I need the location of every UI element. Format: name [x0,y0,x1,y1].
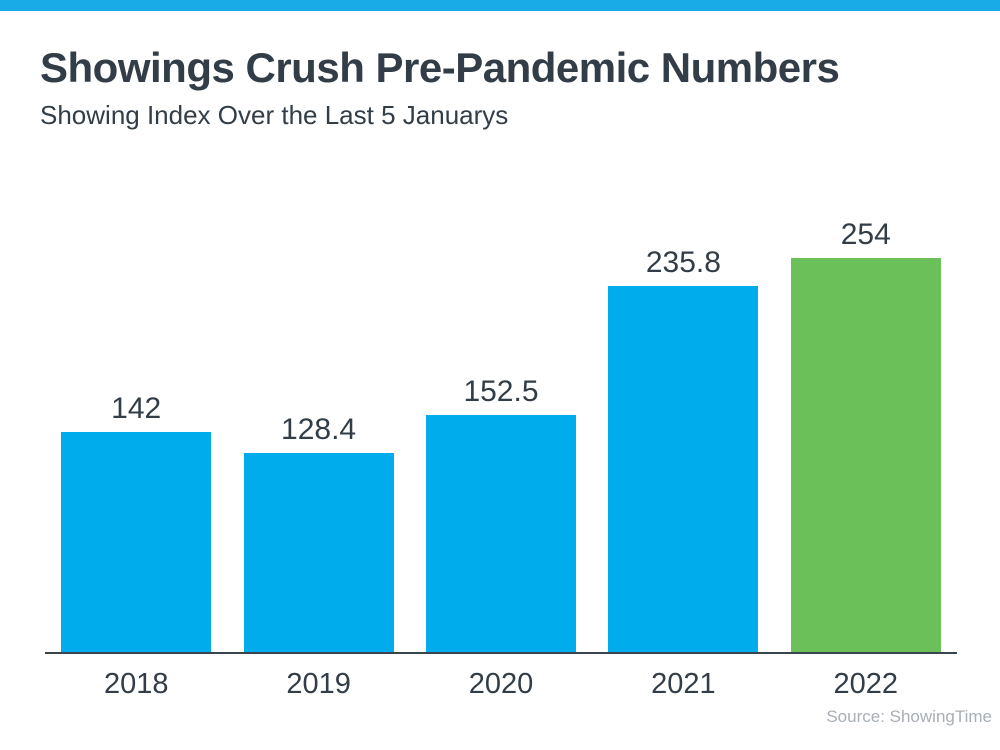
plot-area: 142 128.4 152.5 235.8 254 [45,218,957,654]
bar-value-label-2019: 128.4 [281,413,357,446]
x-tick-label-2021: 2021 [651,668,716,700]
source-credit: Source: ShowingTime [826,707,992,726]
bar-2022 [790,258,941,652]
bar-value-label-2022: 254 [840,218,891,251]
x-tick-label-2022: 2022 [833,668,899,700]
top-accent-strip [0,0,1000,11]
bar-value-label-2018: 142 [111,392,162,425]
bar-column-2022: 254 [775,218,957,652]
chart-subtitle: Showing Index Over the Last 5 Januarys [40,100,509,130]
bar-value-label-2020: 152.5 [463,375,539,408]
x-tick-label-2019: 2019 [286,668,351,700]
x-axis: 2018 2019 2020 2021 2022 [45,668,957,701]
chart-title: Showings Crush Pre-Pandemic Numbers [40,44,840,91]
bar-2021 [608,286,759,652]
x-tick-label-2018: 2018 [103,668,169,700]
x-tick-label-2020: 2020 [468,668,534,700]
bar-column-2019: 128.4 [227,413,409,652]
bar-2018 [61,432,212,652]
bar-2020 [425,415,576,652]
bar-value-label-2021: 235.8 [645,246,721,279]
bar-column-2018: 142 [45,392,227,652]
bar-2019 [243,453,394,652]
bar-column-2021: 235.8 [592,246,774,652]
bar-column-2020: 152.5 [410,375,592,652]
